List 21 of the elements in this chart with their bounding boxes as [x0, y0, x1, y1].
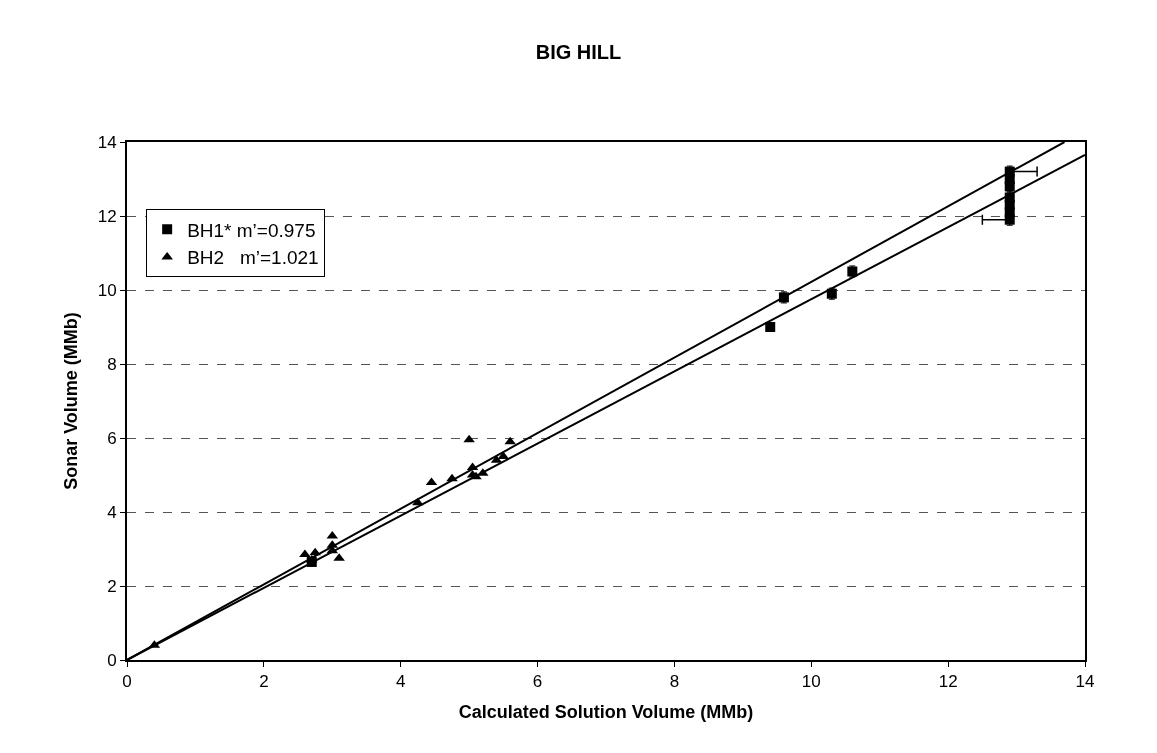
x-tick-label: 2: [259, 672, 269, 692]
y-tick-label: 14: [97, 132, 117, 152]
x-tick-label: 14: [1075, 672, 1095, 692]
x-tick-label: 10: [801, 672, 821, 692]
y-tick-label: 10: [97, 280, 117, 300]
y-tick-label: 0: [107, 650, 117, 670]
x-tick-label: 6: [532, 672, 543, 692]
x-tick-label: 0: [122, 672, 132, 692]
y-tick-label: 8: [107, 354, 117, 374]
chart-title: BIG HILL: [535, 41, 622, 64]
y-axis-title: Sonar Volume (MMb): [61, 312, 82, 490]
y-tick-label: 4: [107, 502, 117, 522]
y-tick-label: 12: [97, 206, 117, 226]
x-tick-label: 12: [938, 672, 958, 692]
y-tick-label: 2: [107, 576, 117, 596]
x-tick-label: 8: [669, 672, 680, 692]
legend-label: BH2 m’=1.021: [187, 247, 319, 269]
legend-label: BH1* m’=0.975: [187, 219, 316, 241]
x-tick-label: 4: [395, 672, 406, 692]
x-axis-title: Calculated Solution Volume (MMb): [458, 702, 754, 722]
y-tick-label: 6: [107, 428, 117, 448]
